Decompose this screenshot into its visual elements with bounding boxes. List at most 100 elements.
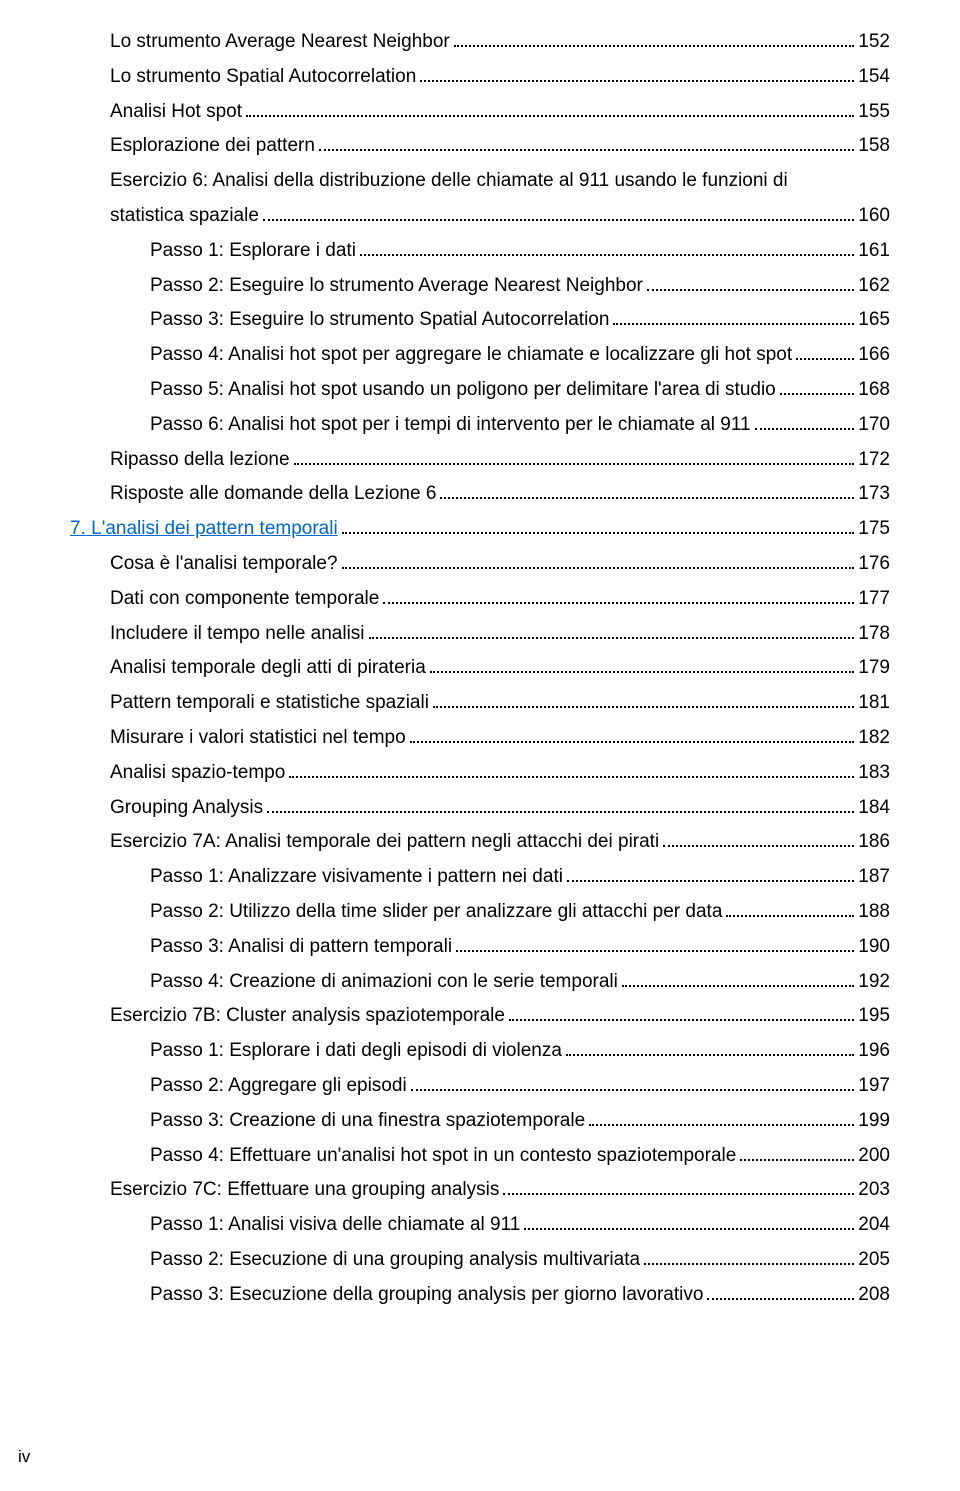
toc-entry-title: Lo strumento Average Nearest Neighbor <box>110 28 450 57</box>
toc-leader-dots <box>411 1089 855 1091</box>
toc-leader-dots <box>589 1124 854 1126</box>
toc-entry[interactable]: Cosa è l'analisi temporale? 176 <box>70 550 890 579</box>
toc-entry-page: 168 <box>858 376 890 405</box>
toc-entry[interactable]: Passo 1: Analizzare visivamente i patter… <box>70 863 890 892</box>
toc-entry[interactable]: Esercizio 7A: Analisi temporale dei patt… <box>70 828 890 857</box>
toc-entry-page: 176 <box>858 550 890 579</box>
chapter-number-link[interactable]: 7. <box>70 518 86 539</box>
toc-leader-dots <box>663 845 854 847</box>
toc-entry-page: 186 <box>858 828 890 857</box>
toc-entry[interactable]: Passo 3: Creazione di una finestra spazi… <box>70 1107 890 1136</box>
toc-entry-page: 199 <box>858 1107 890 1136</box>
toc-entry-page: 165 <box>858 306 890 335</box>
footer-page-number: iv <box>18 1447 30 1467</box>
toc-entry[interactable]: Passo 1: Esplorare i dati degli episodi … <box>70 1037 890 1066</box>
toc-leader-dots <box>780 393 855 395</box>
toc-entry[interactable]: Passo 1: Esplorare i dati161 <box>70 237 890 266</box>
toc-leader-dots <box>567 880 854 882</box>
toc-entry-title: Analisi Hot spot <box>110 98 242 127</box>
toc-leader-dots <box>440 497 854 499</box>
toc-entry-title: Esercizio 6: Analisi della distribuzione… <box>110 167 788 196</box>
toc-leader-dots <box>613 323 854 325</box>
toc-leader-dots <box>524 1228 854 1230</box>
toc-leader-dots <box>509 1019 854 1021</box>
toc-leader-dots <box>755 428 855 430</box>
toc-entry-title: Passo 3: Eseguire lo strumento Spatial A… <box>150 306 609 335</box>
toc-entry[interactable]: Analisi temporale degli atti di pirateri… <box>70 654 890 683</box>
toc-entry[interactable]: Passo 1: Analisi visiva delle chiamate a… <box>70 1211 890 1240</box>
toc-entry-page: 184 <box>858 794 890 823</box>
toc-entry-page: 203 <box>858 1176 890 1205</box>
toc-entry[interactable]: Passo 6: Analisi hot spot per i tempi di… <box>70 411 890 440</box>
toc-entry-page: 177 <box>858 585 890 614</box>
toc-entry-title: Passo 4: Analisi hot spot per aggregare … <box>150 341 792 370</box>
toc-entry-continuation[interactable]: statistica spaziale160 <box>70 202 890 231</box>
toc-entry-title: Passo 2: Utilizzo della time slider per … <box>150 898 722 927</box>
toc-entry[interactable]: Passo 3: Eseguire lo strumento Spatial A… <box>70 306 890 335</box>
toc-chapter-entry[interactable]: 7. L'analisi dei pattern temporali175 <box>70 515 890 544</box>
toc-entry[interactable]: Passo 4: Effettuare un'analisi hot spot … <box>70 1142 890 1171</box>
toc-entry[interactable]: Esercizio 7B: Cluster analysis spaziotem… <box>70 1002 890 1031</box>
toc-leader-dots <box>319 149 854 151</box>
toc-entry[interactable]: Passo 3: Esecuzione della grouping analy… <box>70 1281 890 1310</box>
toc-entry-page: 166 <box>858 341 890 370</box>
toc-entry[interactable]: Includere il tempo nelle analisi178 <box>70 620 890 649</box>
toc-entry[interactable]: Misurare i valori statistici nel tempo18… <box>70 724 890 753</box>
toc-entry[interactable]: Risposte alle domande della Lezione 6173 <box>70 480 890 509</box>
toc-leader-dots <box>246 115 854 117</box>
toc-entry-page: 152 <box>858 28 890 57</box>
toc-entry[interactable]: Esercizio 6: Analisi della distribuzione… <box>70 167 890 196</box>
toc-entry-page: 161 <box>858 237 890 266</box>
toc-entry-title: Passo 4: Creazione di animazioni con le … <box>150 968 618 997</box>
toc-entry[interactable]: Passo 4: Creazione di animazioni con le … <box>70 968 890 997</box>
toc-entry-page: 205 <box>858 1246 890 1275</box>
toc-entry[interactable]: Lo strumento Spatial Autocorrelation154 <box>70 63 890 92</box>
toc-leader-dots <box>726 915 854 917</box>
toc-entry[interactable]: Pattern temporali e statistiche spaziali… <box>70 689 890 718</box>
toc-entry-page: 197 <box>858 1072 890 1101</box>
toc-entry[interactable]: Passo 4: Analisi hot spot per aggregare … <box>70 341 890 370</box>
toc-entry[interactable]: Dati con componente temporale 177 <box>70 585 890 614</box>
toc-entry-title: Dati con componente temporale <box>110 585 379 614</box>
toc-leader-dots <box>707 1298 854 1300</box>
toc-entry-title: Passo 2: Esecuzione di una grouping anal… <box>150 1246 640 1275</box>
toc-entry[interactable]: Passo 2: Esecuzione di una grouping anal… <box>70 1246 890 1275</box>
toc-entry-title: statistica spaziale <box>110 202 259 231</box>
toc-entry-page: 187 <box>858 863 890 892</box>
toc-entry-title: Risposte alle domande della Lezione 6 <box>110 480 436 509</box>
toc-entry-title: Analisi spazio-tempo <box>110 759 285 788</box>
toc-entry-title: Passo 3: Analisi di pattern temporali <box>150 933 452 962</box>
toc-entry-page: 190 <box>858 933 890 962</box>
toc-entry-title: Analisi temporale degli atti di pirateri… <box>110 654 426 683</box>
toc-entry[interactable]: Lo strumento Average Nearest Neighbor 152 <box>70 28 890 57</box>
toc-entry-title: Passo 2: Aggregare gli episodi <box>150 1072 407 1101</box>
toc-entry-title: 7. L'analisi dei pattern temporali <box>70 515 338 544</box>
toc-entry[interactable]: Passo 3: Analisi di pattern temporali 190 <box>70 933 890 962</box>
toc-entry[interactable]: Passo 2: Utilizzo della time slider per … <box>70 898 890 927</box>
toc-entry[interactable]: Esercizio 7C: Effettuare una grouping an… <box>70 1176 890 1205</box>
toc-entry-title: Cosa è l'analisi temporale? <box>110 550 338 579</box>
toc-entry[interactable]: Passo 2: Eseguire lo strumento Average N… <box>70 272 890 301</box>
toc-entry-page: 155 <box>858 98 890 127</box>
toc-entry-title: Esercizio 7C: Effettuare una grouping an… <box>110 1176 499 1205</box>
toc-leader-dots <box>263 219 854 221</box>
toc-entry-page: 195 <box>858 1002 890 1031</box>
toc-entry-title: Esplorazione dei pattern <box>110 132 315 161</box>
toc-leader-dots <box>342 567 855 569</box>
toc-entry-page: 172 <box>858 446 890 475</box>
toc-leader-dots <box>622 985 854 987</box>
toc-entry-title: Passo 1: Analisi visiva delle chiamate a… <box>150 1211 520 1240</box>
toc-entry[interactable]: Grouping Analysis184 <box>70 794 890 823</box>
toc-entry[interactable]: Analisi Hot spot 155 <box>70 98 890 127</box>
toc-entry-page: 196 <box>858 1037 890 1066</box>
toc-entry-title: Includere il tempo nelle analisi <box>110 620 365 649</box>
toc-entry[interactable]: Passo 2: Aggregare gli episodi 197 <box>70 1072 890 1101</box>
toc-entry[interactable]: Esplorazione dei pattern158 <box>70 132 890 161</box>
toc-leader-dots <box>360 254 854 256</box>
toc-entry[interactable]: Ripasso della lezione172 <box>70 446 890 475</box>
toc-entry[interactable]: Passo 5: Analisi hot spot usando un poli… <box>70 376 890 405</box>
chapter-title-link[interactable]: L'analisi dei pattern temporali <box>86 518 338 539</box>
toc-page: Lo strumento Average Nearest Neighbor 152… <box>0 0 960 1491</box>
toc-entry[interactable]: Analisi spazio-tempo183 <box>70 759 890 788</box>
toc-leader-dots <box>433 706 854 708</box>
